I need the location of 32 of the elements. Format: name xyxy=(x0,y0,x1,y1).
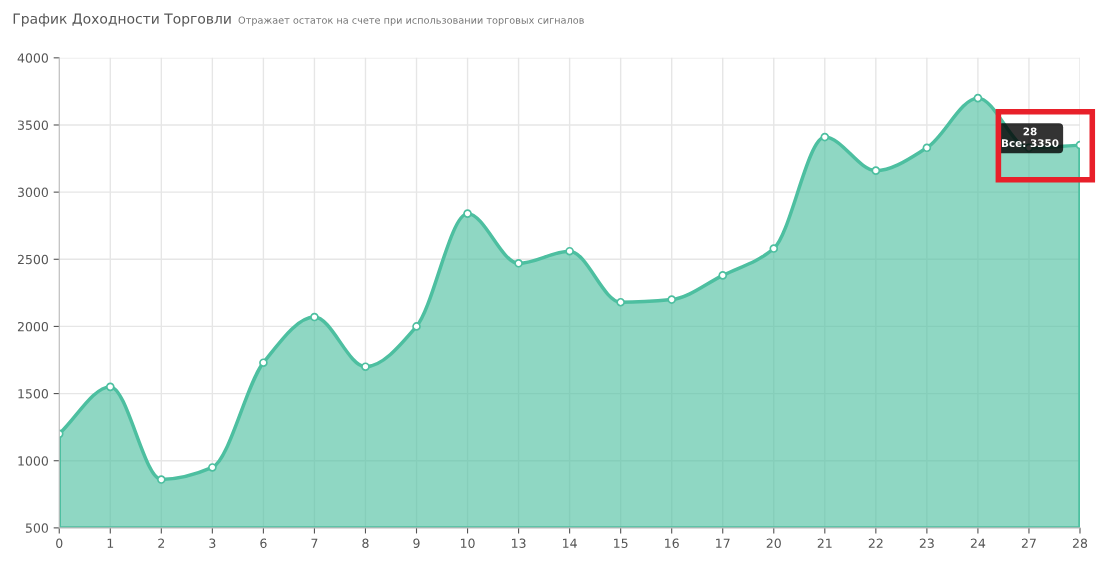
x-tick-label: 14 xyxy=(563,538,577,548)
x-tick-label: 22 xyxy=(868,538,883,548)
chart-subtitle: Отражает остаток на счете при использовании торговых сигналов xyxy=(238,16,584,26)
y-tick-label: 4000 xyxy=(17,53,49,63)
y-tick-label: 1500 xyxy=(18,389,49,399)
x-tick-label: 23 xyxy=(919,538,934,548)
chart-title: График Доходности Торговли xyxy=(13,13,231,27)
y-tick-label: 2000 xyxy=(17,321,49,332)
x-tick-label: 15 xyxy=(614,538,628,548)
y-tick-label: 3000 xyxy=(17,187,49,198)
x-tick-label: 20 xyxy=(766,538,781,548)
x-tick-label: 28 xyxy=(1072,538,1088,548)
x-tick-label: 17 xyxy=(716,538,730,548)
x-tick-label: 3 xyxy=(209,538,216,548)
x-tick-label: 10 xyxy=(460,538,475,548)
x-tick-label: 6 xyxy=(260,538,267,548)
annotation: 28 Все: 3350 xyxy=(1001,127,1059,148)
y-tick-label: 1000 xyxy=(18,456,49,466)
x-tick-label: 1 xyxy=(107,538,114,548)
x-tick-label: 27 xyxy=(1021,538,1036,548)
x-tick-label: 13 xyxy=(512,538,526,548)
x-tick-label: 0 xyxy=(56,538,63,548)
x-tick-label: 9 xyxy=(413,538,420,548)
x-tick-label: 21 xyxy=(817,538,832,548)
x-tick-label: 7 xyxy=(311,538,318,548)
x-tick-label: 16 xyxy=(665,538,679,548)
x-tick-label: 2 xyxy=(158,538,165,548)
y-tick-label: 500 xyxy=(25,523,49,533)
y-tick-label: 2500 xyxy=(17,254,49,265)
x-tick-label: 24 xyxy=(970,538,986,548)
x-tick-label: 8 xyxy=(362,538,369,548)
y-tick-label: 3500 xyxy=(17,120,49,130)
